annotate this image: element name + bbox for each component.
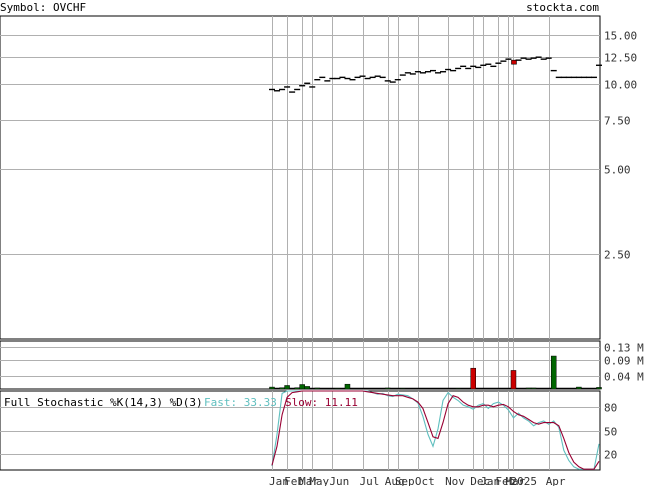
x-axis-label: Jan: [269, 475, 289, 486]
volume-bar: [596, 387, 602, 390]
x-axis-label: Jun: [329, 475, 349, 486]
volume-bar: [530, 387, 537, 390]
volume-panel-frame: [0, 340, 601, 390]
volume-panel: 0.13 M0.09 M 0.04 M: [0, 340, 644, 390]
x-axis-label: Apr: [546, 475, 566, 486]
stochastic-slow-label: Slow: 11.11: [285, 396, 358, 409]
x-axis-label: Sep: [395, 475, 415, 486]
volume-gridlines: [0, 341, 600, 389]
volume-bar: [455, 388, 461, 390]
x-axis-label: Oct: [415, 475, 435, 486]
volume-bar: [344, 383, 351, 390]
x-axis-label: Nov: [445, 475, 465, 486]
volume-bar: [334, 388, 341, 390]
stochastic-tick-label: 50: [604, 426, 617, 439]
price-tick-label: 15.00: [604, 30, 637, 43]
price-tick-label: 12.50: [604, 52, 637, 65]
volume-bar: [269, 386, 275, 390]
price-panel: 15.00 12.50 10.00 7.50 5.00 2.50: [0, 15, 637, 340]
volume-bar: [550, 355, 557, 390]
x-axis-label: Jul: [360, 475, 380, 486]
symbol-label: Symbol: OVCHF: [0, 1, 86, 14]
x-axis-label: Mar: [505, 475, 525, 486]
volume-bar: [279, 387, 285, 390]
stochastic-tick-label: 20: [604, 449, 617, 462]
price-tick-label: 7.50: [604, 115, 631, 128]
volume-tick-label: 0.04 M: [604, 371, 644, 384]
volume-bar: [294, 387, 300, 390]
stochastic-panel: 80 50 20 Full Stochastic %K(14,3) %D(3) Fa…: [0, 390, 617, 471]
volume-tick-labels: 0.13 M0.09 M 0.04 M: [604, 342, 644, 384]
volume-bar: [299, 384, 305, 390]
stochastic-gridlines: [0, 391, 600, 470]
price-tick-labels: 15.00 12.50 10.00 7.50 5.00 2.50: [604, 30, 637, 262]
price-candle: [511, 59, 517, 65]
x-axis-label: Feb: [284, 475, 304, 486]
price-candles: [269, 56, 602, 93]
stochastic-lines: [271, 390, 600, 470]
volume-bar: [284, 385, 290, 390]
x-axis-label: Feb: [495, 475, 515, 486]
stochastic-slow-line: [271, 390, 600, 470]
brand-label: stockta.com: [526, 1, 599, 14]
stochastic-title: Full Stochastic %K(14,3) %D(3): [4, 396, 203, 409]
volume-bar: [314, 387, 321, 390]
x-axis-label: 2025: [510, 475, 537, 486]
volume-bar: [576, 386, 582, 390]
volume-bar: [510, 370, 517, 390]
price-panel-frame: [0, 15, 601, 340]
volume-bar: [470, 367, 476, 390]
volume-bar: [400, 388, 406, 390]
volume-bar: [384, 387, 391, 390]
volume-bar: [304, 386, 310, 390]
x-axis-label: May: [309, 475, 329, 486]
x-axis-label: Mar: [299, 475, 319, 486]
stochastic-fast-label: Fast: 33.33: [204, 396, 277, 409]
price-tick-label: 2.50: [604, 249, 631, 262]
volume-tick-label: 0.13 M: [604, 342, 644, 355]
volume-bar: [525, 387, 532, 390]
stochastic-tick-labels: 80 50 20: [604, 402, 617, 462]
volume-bars: [269, 355, 602, 390]
price-tick-label: 5.00: [604, 164, 631, 177]
stochastic-tick-label: 80: [604, 402, 617, 415]
x-axis-label: Jan: [480, 475, 500, 486]
price-gridlines: [0, 16, 600, 339]
price-tick-label: 10.00: [604, 79, 637, 92]
volume-tick-label: 0.09 M: [604, 355, 644, 368]
x-axis-label: Dec: [470, 475, 490, 486]
x-axis-label: Aug: [385, 475, 405, 486]
